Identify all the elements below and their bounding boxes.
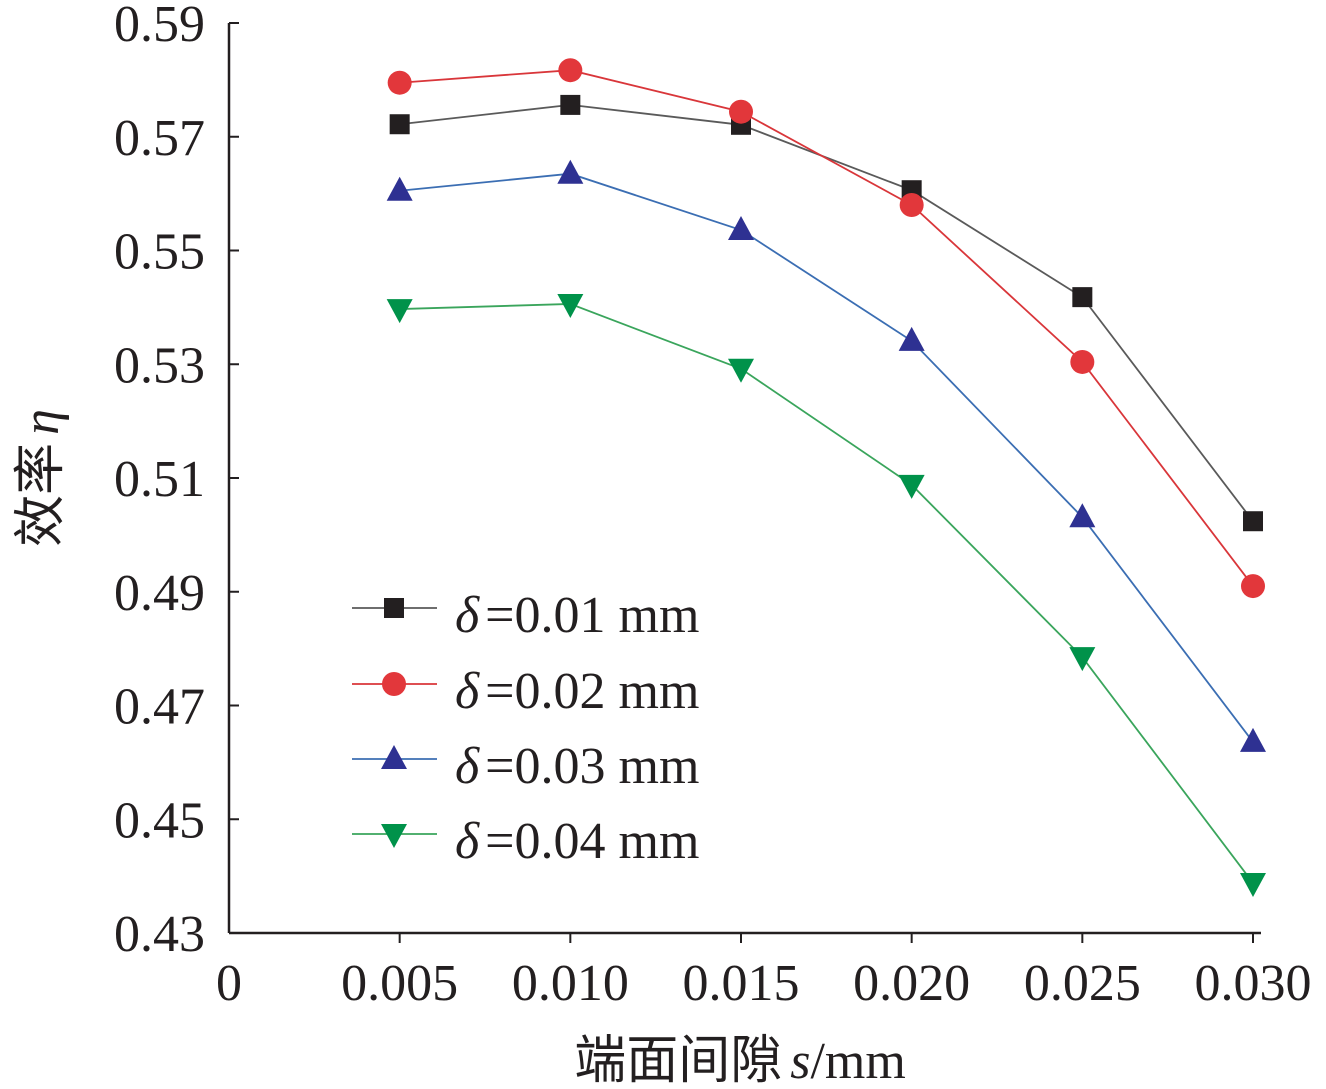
y-tick-label: 0.57 (114, 110, 205, 167)
legend-label-var: δ (455, 587, 480, 644)
circle-marker (558, 58, 583, 83)
x-axis-label-unit: /mm (810, 1033, 905, 1089)
legend-label: δ =0.04 mm (455, 813, 699, 870)
square-marker (389, 114, 410, 135)
circle-marker (387, 70, 412, 95)
legend-label-text: =0.02 mm (485, 663, 699, 720)
square-marker (1072, 287, 1093, 308)
y-tick-label: 0.53 (114, 337, 205, 394)
triangle-up-marker (381, 745, 407, 769)
x-tick-label: 0.010 (512, 955, 629, 1012)
x-axis-label: 端面间隙 s/mm (574, 1033, 906, 1089)
legend: δ =0.01 mmδ =0.02 mmδ =0.03 mmδ =0.04 mm (352, 587, 699, 870)
y-tick-label: 0.47 (114, 679, 205, 736)
y-axis-label-var: η (13, 409, 70, 435)
circle-marker (1070, 349, 1095, 374)
legend-label-var: δ (455, 813, 480, 870)
square-marker (1243, 511, 1263, 532)
x-tick-label: 0.005 (341, 955, 458, 1012)
legend-label-text: =0.04 mm (485, 813, 699, 870)
x-tick-label: 0.030 (1195, 955, 1312, 1012)
circle-marker (729, 99, 753, 124)
series-3 (386, 159, 1266, 752)
x-axis-label-prefix: 端面间隙 (574, 1033, 782, 1089)
series-1 (389, 94, 1263, 532)
series-4 (386, 293, 1266, 897)
y-tick-label: 0.59 (114, 0, 205, 53)
legend-item-4: δ =0.04 mm (352, 813, 699, 870)
triangle-down-marker (1240, 872, 1266, 897)
x-tick-label: 0.020 (853, 955, 970, 1012)
legend-item-1: δ =0.01 mm (352, 587, 699, 644)
square-marker (560, 94, 581, 115)
legend-label-text: =0.03 mm (485, 738, 699, 795)
y-axis-label: 效率 η (13, 409, 70, 547)
y-axis-label-prefix: 效率 (13, 443, 70, 547)
triangle-up-marker (728, 216, 754, 241)
triangle-down-marker (898, 474, 925, 499)
triangle-up-marker (557, 159, 584, 184)
triangle-up-marker (1069, 503, 1096, 528)
x-tick-label: 0.015 (683, 955, 800, 1012)
legend-label: δ =0.03 mm (455, 738, 699, 795)
legend-label: δ =0.02 mm (455, 663, 699, 720)
circle-marker (899, 193, 924, 217)
triangle-down-marker (728, 358, 754, 383)
square-marker (384, 598, 404, 618)
legend-label: δ =0.01 mm (455, 587, 699, 644)
y-tick-label: 0.49 (114, 565, 205, 622)
series-group (386, 58, 1266, 897)
y-tick-label: 0.43 (114, 906, 205, 963)
x-tick-label: 0.025 (1024, 955, 1141, 1012)
series-line (399, 172, 1254, 743)
legend-label-var: δ (455, 663, 480, 720)
legend-label-text: =0.01 mm (485, 587, 699, 644)
x-tick-label: 0 (216, 955, 242, 1012)
circle-marker (1241, 574, 1265, 599)
series-line (399, 69, 1254, 587)
y-tick-label: 0.55 (114, 224, 205, 281)
series-2 (387, 58, 1265, 599)
legend-item-2: δ =0.02 mm (352, 663, 699, 720)
triangle-down-marker (557, 293, 584, 318)
triangle-up-marker (898, 326, 925, 351)
triangle-down-marker (381, 824, 407, 848)
legend-item-3: δ =0.03 mm (352, 738, 699, 795)
y-tick-label: 0.51 (114, 451, 205, 508)
triangle-down-marker (1069, 647, 1096, 672)
series-line (399, 303, 1254, 884)
legend-label-var: δ (455, 738, 480, 795)
y-tick-label: 0.45 (114, 792, 205, 849)
axes: 0.43 0.45 0.47 0.49 0.51 0.53 0.55 0.57 0.59 0 0.0… (114, 0, 1312, 1012)
circle-marker (382, 672, 406, 696)
series-line (399, 103, 1254, 522)
triangle-up-marker (1240, 727, 1266, 752)
triangle-down-marker (386, 299, 413, 324)
triangle-up-marker (386, 176, 413, 201)
x-axis-label-var: s (790, 1033, 810, 1089)
